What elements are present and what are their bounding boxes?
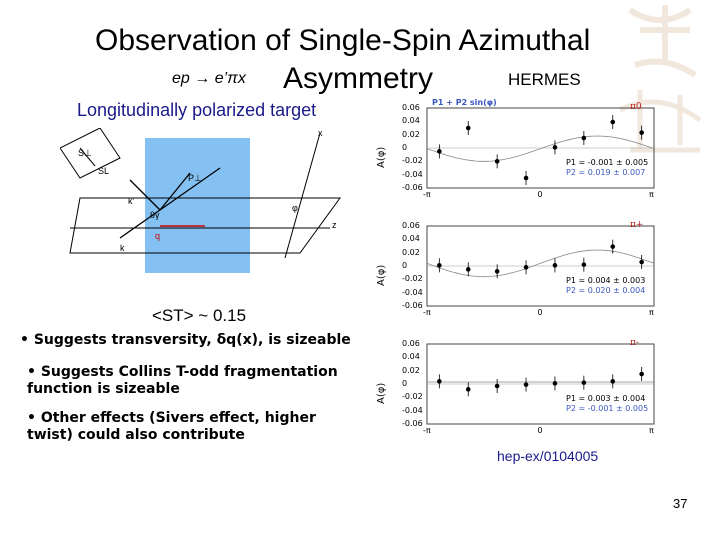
data-point bbox=[465, 267, 471, 272]
y-tick-label: -0.02 bbox=[402, 156, 423, 166]
y-tick-label: 0.06 bbox=[402, 221, 420, 230]
data-point bbox=[523, 175, 529, 181]
y-tick-label: 0.04 bbox=[402, 352, 420, 362]
particle-label: π0 bbox=[630, 102, 642, 112]
bullet-other-effects: • Other effects (Sivers effect, higher t… bbox=[27, 410, 316, 443]
x-tick-label: 0 bbox=[537, 426, 543, 435]
x-tick-label: -π bbox=[423, 190, 431, 199]
y-tick-label: 0.02 bbox=[402, 129, 420, 139]
data-point bbox=[581, 135, 587, 141]
phi-label: φ bbox=[292, 203, 298, 213]
y-tick-label: -0.04 bbox=[402, 169, 423, 179]
fit-p1: P1 = 0.004 ± 0.003 bbox=[566, 276, 646, 285]
x-tick-label: π bbox=[649, 190, 654, 199]
data-point bbox=[610, 244, 616, 249]
data-point bbox=[523, 265, 529, 270]
x-tick-label: -π bbox=[423, 426, 431, 435]
data-point bbox=[639, 130, 644, 135]
y-axis-label: A(φ) bbox=[376, 382, 387, 404]
asymmetry-plot-1 bbox=[426, 107, 655, 189]
x-label: x bbox=[318, 128, 323, 138]
x-tick-label: π bbox=[649, 426, 654, 435]
data-point bbox=[494, 269, 500, 274]
data-point bbox=[494, 383, 500, 389]
reaction-label: ep → e’πx bbox=[172, 70, 246, 87]
data-point bbox=[639, 371, 644, 377]
y-tick-label: 0 bbox=[402, 379, 408, 388]
asymmetry-panel-1: A(φ) 0.06 0.04 0.02 0 -0.02 -0.04 -0.06 -π 0 π P1 +… bbox=[372, 96, 662, 208]
particle-label: π+ bbox=[630, 220, 644, 230]
asymmetry-panel-2: A(φ) 0.06 0.04 0.02 0 -0.02 -0.04 -0.06 -π 0 π π+ P1… bbox=[372, 214, 662, 326]
fit-curve bbox=[426, 249, 655, 278]
data-point bbox=[523, 382, 529, 387]
page-number: 37 bbox=[673, 496, 688, 511]
p-perp-label: P⊥ bbox=[188, 173, 202, 183]
theta-label: θγ bbox=[150, 210, 160, 220]
data-point bbox=[494, 159, 500, 164]
slide-title: Observation of Single-Spin Azimuthal bbox=[95, 24, 591, 57]
y-axis-label: A(φ) bbox=[376, 264, 387, 286]
y-tick-label: -0.04 bbox=[402, 287, 423, 297]
y-tick-label: 0.06 bbox=[402, 103, 420, 112]
asymmetry-plot-3 bbox=[426, 343, 655, 425]
bullet-transversity: • Suggests transversity, δq(x), is sizea… bbox=[20, 332, 351, 348]
data-point bbox=[465, 387, 471, 392]
x-tick-label: 0 bbox=[537, 190, 543, 199]
data-point bbox=[581, 262, 587, 267]
asymmetry-plot-2 bbox=[426, 225, 655, 307]
y-tick-label: -0.06 bbox=[402, 419, 423, 428]
s-l-label: SL bbox=[98, 166, 110, 176]
z-label: z bbox=[332, 220, 337, 230]
subtitle: Longitudinally polarized target bbox=[77, 100, 317, 120]
x-tick-label: π bbox=[649, 308, 654, 317]
y-tick-label: 0.04 bbox=[402, 234, 420, 244]
x-tick-label: 0 bbox=[537, 308, 543, 317]
fit-p2: P2 = 0.019 ± 0.007 bbox=[566, 168, 646, 177]
reference-link[interactable]: hep-ex/0104005 bbox=[497, 448, 599, 464]
experiment-label: HERMES bbox=[508, 70, 581, 89]
fit-p1: P1 = 0.003 ± 0.004 bbox=[566, 394, 646, 403]
y-tick-label: -0.06 bbox=[402, 301, 423, 310]
q-label: q bbox=[155, 231, 161, 241]
data-point bbox=[610, 119, 616, 125]
data-point bbox=[581, 380, 587, 385]
y-tick-label: 0.02 bbox=[402, 365, 420, 375]
data-point bbox=[465, 125, 471, 131]
kinematics-diagram: S⊥ SL P⊥ k' k θγ q φ z x bbox=[59, 127, 355, 288]
fit-curve bbox=[426, 135, 655, 162]
fit-p2: P2 = -0.001 ± 0.005 bbox=[566, 404, 649, 413]
x-tick-label: -π bbox=[423, 308, 431, 317]
k-prime-label: k' bbox=[128, 196, 135, 206]
bullet-collins: • Suggests Collins T-odd fragmentation f… bbox=[27, 364, 338, 397]
data-point bbox=[639, 259, 644, 265]
y-axis-label: A(φ) bbox=[376, 146, 387, 168]
fit-p1: P1 = -0.001 ± 0.005 bbox=[566, 158, 649, 167]
data-point bbox=[552, 145, 558, 150]
y-tick-label: 0.04 bbox=[402, 116, 420, 126]
st-value: <ST> ~ 0.15 bbox=[152, 306, 247, 325]
y-tick-label: -0.04 bbox=[402, 405, 423, 415]
data-point bbox=[552, 263, 558, 268]
fit-formula: P1 + P2 sin(φ) bbox=[432, 98, 497, 107]
data-point bbox=[437, 263, 442, 268]
data-point bbox=[552, 381, 558, 386]
y-tick-label: -0.02 bbox=[402, 274, 423, 284]
y-tick-label: 0 bbox=[402, 143, 408, 152]
fit-p2: P2 = 0.020 ± 0.004 bbox=[566, 286, 646, 295]
slide-title-line2: Asymmetry bbox=[283, 62, 433, 95]
calligraphy-decoration bbox=[618, 5, 702, 153]
y-tick-label: -0.02 bbox=[402, 392, 423, 402]
data-point bbox=[610, 379, 616, 384]
asymmetry-panel-3: A(φ) 0.06 0.04 0.02 0 -0.02 -0.04 -0.06 -π 0 π π- P1… bbox=[372, 332, 662, 444]
y-tick-label: -0.06 bbox=[402, 183, 423, 192]
y-tick-label: 0.02 bbox=[402, 247, 420, 257]
s-perp-label: S⊥ bbox=[78, 148, 92, 158]
data-point bbox=[437, 149, 442, 154]
y-tick-label: 0 bbox=[402, 261, 408, 270]
k-label: k bbox=[120, 243, 125, 253]
particle-label: π- bbox=[630, 338, 639, 348]
y-tick-label: 0.06 bbox=[402, 339, 420, 348]
data-point bbox=[437, 379, 442, 384]
